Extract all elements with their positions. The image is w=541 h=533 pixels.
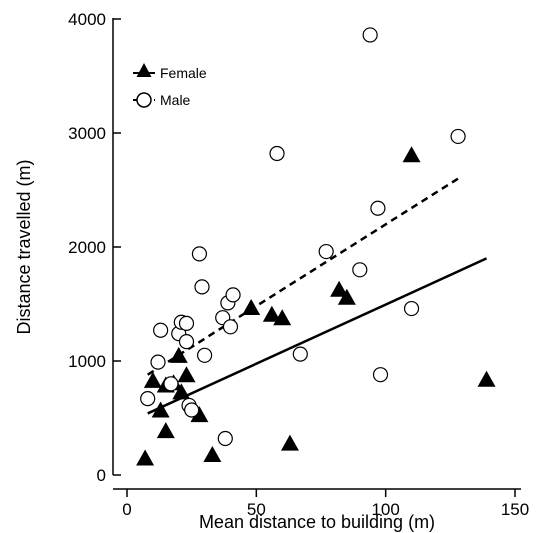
male-point	[292, 346, 308, 362]
axes	[112, 18, 521, 490]
male-point	[318, 243, 334, 260]
female-point	[280, 434, 299, 451]
male-point	[217, 430, 233, 447]
female-point	[203, 446, 222, 463]
female-point	[242, 298, 261, 315]
legend-male-circle	[136, 92, 152, 108]
y-tick-label: 1000	[68, 352, 106, 371]
x-tick-label: 100	[371, 500, 399, 519]
male-point	[372, 367, 389, 383]
male-point	[178, 334, 195, 350]
male-point	[178, 315, 195, 331]
female-point	[273, 309, 292, 326]
female-point	[330, 280, 349, 297]
male-point	[163, 376, 179, 392]
female-point	[262, 305, 281, 322]
male-point	[197, 347, 213, 363]
legend-male-label: Male	[160, 92, 191, 108]
legend: Female Male	[133, 63, 207, 108]
female-point	[190, 406, 209, 423]
x-tick-label: 0	[122, 500, 131, 519]
male-point	[191, 246, 208, 262]
female-point	[169, 346, 188, 363]
male-point	[225, 287, 241, 303]
x-tick-label: 50	[247, 500, 266, 519]
male-point	[150, 354, 166, 370]
male-point	[352, 262, 368, 278]
female-point	[172, 383, 191, 400]
fit-lines	[147, 177, 488, 415]
female-point	[337, 288, 356, 305]
male-point	[362, 27, 378, 43]
male-point	[140, 391, 156, 407]
y-tick-label: 2000	[68, 238, 106, 257]
female-point	[143, 371, 162, 388]
male-fit-line	[147, 177, 459, 376]
male-point	[450, 128, 466, 145]
female-point	[151, 401, 170, 418]
x-tick-label: 150	[501, 500, 529, 519]
female-point	[156, 422, 175, 439]
y-axis-label: Distance travelled (m)	[14, 159, 34, 334]
y-tick-label: 4000	[68, 10, 106, 29]
female-point	[136, 449, 155, 466]
female-point	[477, 370, 496, 387]
ticks: 0 1000 2000 3000 4000 0 50 100 150	[68, 10, 529, 519]
male-point	[194, 279, 210, 295]
male-point	[222, 319, 239, 335]
x-axis-label: Mean distance to building (m)	[199, 512, 435, 532]
legend-female-label: Female	[160, 65, 207, 81]
male-point	[269, 145, 285, 162]
male-point	[153, 322, 169, 338]
legend-female-triangle	[136, 63, 152, 77]
female-point	[177, 366, 196, 383]
female-fit-line	[147, 257, 488, 415]
male-point	[184, 402, 200, 418]
y-tick-label: 3000	[68, 124, 106, 143]
data-points	[136, 27, 496, 466]
male-point	[403, 300, 420, 317]
male-point	[370, 200, 386, 216]
y-tick-label: 0	[97, 466, 106, 485]
female-point	[402, 146, 421, 163]
